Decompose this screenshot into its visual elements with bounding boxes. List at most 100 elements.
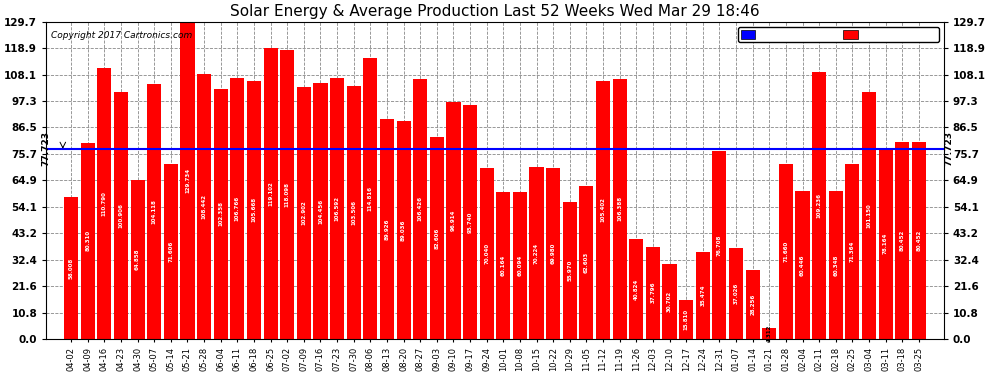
Text: 89.036: 89.036 <box>401 219 406 241</box>
Text: 104.118: 104.118 <box>151 199 156 224</box>
Text: 106.388: 106.388 <box>617 196 622 221</box>
Bar <box>812 72 827 339</box>
Text: 102.358: 102.358 <box>218 201 223 226</box>
Bar <box>163 164 178 339</box>
Bar <box>745 270 759 339</box>
Text: 106.426: 106.426 <box>418 196 423 221</box>
Text: 62.603: 62.603 <box>584 252 589 273</box>
Bar <box>530 167 544 339</box>
Bar <box>630 239 644 339</box>
Text: 106.766: 106.766 <box>235 196 240 221</box>
Text: 106.592: 106.592 <box>335 196 340 221</box>
Text: 71.606: 71.606 <box>168 241 173 262</box>
Bar <box>645 246 660 339</box>
Text: 60.164: 60.164 <box>501 255 506 276</box>
Bar <box>912 142 926 339</box>
Bar <box>546 168 560 339</box>
Text: 60.446: 60.446 <box>800 254 805 276</box>
Bar <box>878 148 893 339</box>
Bar <box>413 79 428 339</box>
Bar <box>562 202 577 339</box>
Text: 105.668: 105.668 <box>251 197 256 222</box>
Text: 77.723: 77.723 <box>944 131 953 166</box>
Bar <box>280 50 294 339</box>
Text: 71.660: 71.660 <box>783 241 788 262</box>
Text: 80.452: 80.452 <box>900 230 905 251</box>
Text: 71.364: 71.364 <box>849 241 855 262</box>
Text: 105.402: 105.402 <box>601 198 606 222</box>
Text: 89.926: 89.926 <box>384 218 389 240</box>
Text: 15.810: 15.810 <box>684 309 689 330</box>
Bar <box>114 92 128 339</box>
Text: 28.256: 28.256 <box>750 294 755 315</box>
Text: 37.796: 37.796 <box>650 282 655 303</box>
Bar <box>613 79 627 339</box>
Bar <box>330 78 345 339</box>
Bar <box>363 58 377 339</box>
Bar <box>496 192 511 339</box>
Bar <box>845 164 859 339</box>
Text: 101.150: 101.150 <box>866 203 871 228</box>
Bar <box>81 142 95 339</box>
Bar <box>579 186 593 339</box>
Text: 102.902: 102.902 <box>301 201 306 225</box>
Bar <box>197 74 211 339</box>
Bar <box>247 81 261 339</box>
Text: 77.723: 77.723 <box>42 131 50 166</box>
Bar <box>829 191 842 339</box>
Text: 96.914: 96.914 <box>450 210 456 231</box>
Bar <box>231 78 245 339</box>
Bar <box>430 137 444 339</box>
Text: 95.740: 95.740 <box>467 211 472 232</box>
Text: 40.824: 40.824 <box>634 278 639 300</box>
Text: 55.970: 55.970 <box>567 260 572 281</box>
Text: 110.790: 110.790 <box>102 191 107 216</box>
Bar <box>895 142 909 339</box>
Text: 70.040: 70.040 <box>484 243 489 264</box>
Text: 104.456: 104.456 <box>318 199 323 224</box>
Text: 103.506: 103.506 <box>351 200 356 225</box>
Bar <box>479 168 494 339</box>
Text: 108.442: 108.442 <box>202 194 207 219</box>
Text: 100.906: 100.906 <box>119 203 124 228</box>
Text: 78.164: 78.164 <box>883 232 888 254</box>
Bar <box>64 197 78 339</box>
Bar <box>397 121 411 339</box>
Bar <box>713 152 727 339</box>
Text: 109.236: 109.236 <box>817 193 822 218</box>
Text: 80.310: 80.310 <box>85 230 90 251</box>
Bar <box>779 164 793 339</box>
Bar <box>696 252 710 339</box>
Bar <box>513 192 527 339</box>
Bar <box>729 248 743 339</box>
Bar <box>446 102 460 339</box>
Bar <box>862 92 876 339</box>
Text: 58.008: 58.008 <box>68 257 73 279</box>
Text: 118.098: 118.098 <box>285 182 290 207</box>
Bar <box>795 191 810 339</box>
Bar <box>97 68 112 339</box>
Text: 119.102: 119.102 <box>268 181 273 206</box>
Text: 69.980: 69.980 <box>550 243 555 264</box>
Bar <box>131 180 145 339</box>
Text: 80.452: 80.452 <box>917 230 922 251</box>
Bar <box>679 300 693 339</box>
Text: 60.348: 60.348 <box>834 255 839 276</box>
Text: 64.858: 64.858 <box>135 249 141 270</box>
Bar <box>148 84 161 339</box>
Title: Solar Energy & Average Production Last 52 Weeks Wed Mar 29 18:46: Solar Energy & Average Production Last 5… <box>231 4 759 19</box>
Bar <box>596 81 610 339</box>
Text: 35.474: 35.474 <box>700 285 705 306</box>
Text: Copyright 2017 Cartronics.com: Copyright 2017 Cartronics.com <box>50 31 192 40</box>
Text: 60.094: 60.094 <box>518 255 523 276</box>
Bar <box>314 84 328 339</box>
Text: 37.026: 37.026 <box>734 283 739 304</box>
Bar <box>380 119 394 339</box>
Bar <box>662 264 676 339</box>
Bar <box>263 48 277 339</box>
Text: 129.734: 129.734 <box>185 168 190 193</box>
Text: 30.702: 30.702 <box>667 291 672 312</box>
Bar <box>214 88 228 339</box>
Bar <box>346 86 360 339</box>
Bar <box>180 22 195 339</box>
